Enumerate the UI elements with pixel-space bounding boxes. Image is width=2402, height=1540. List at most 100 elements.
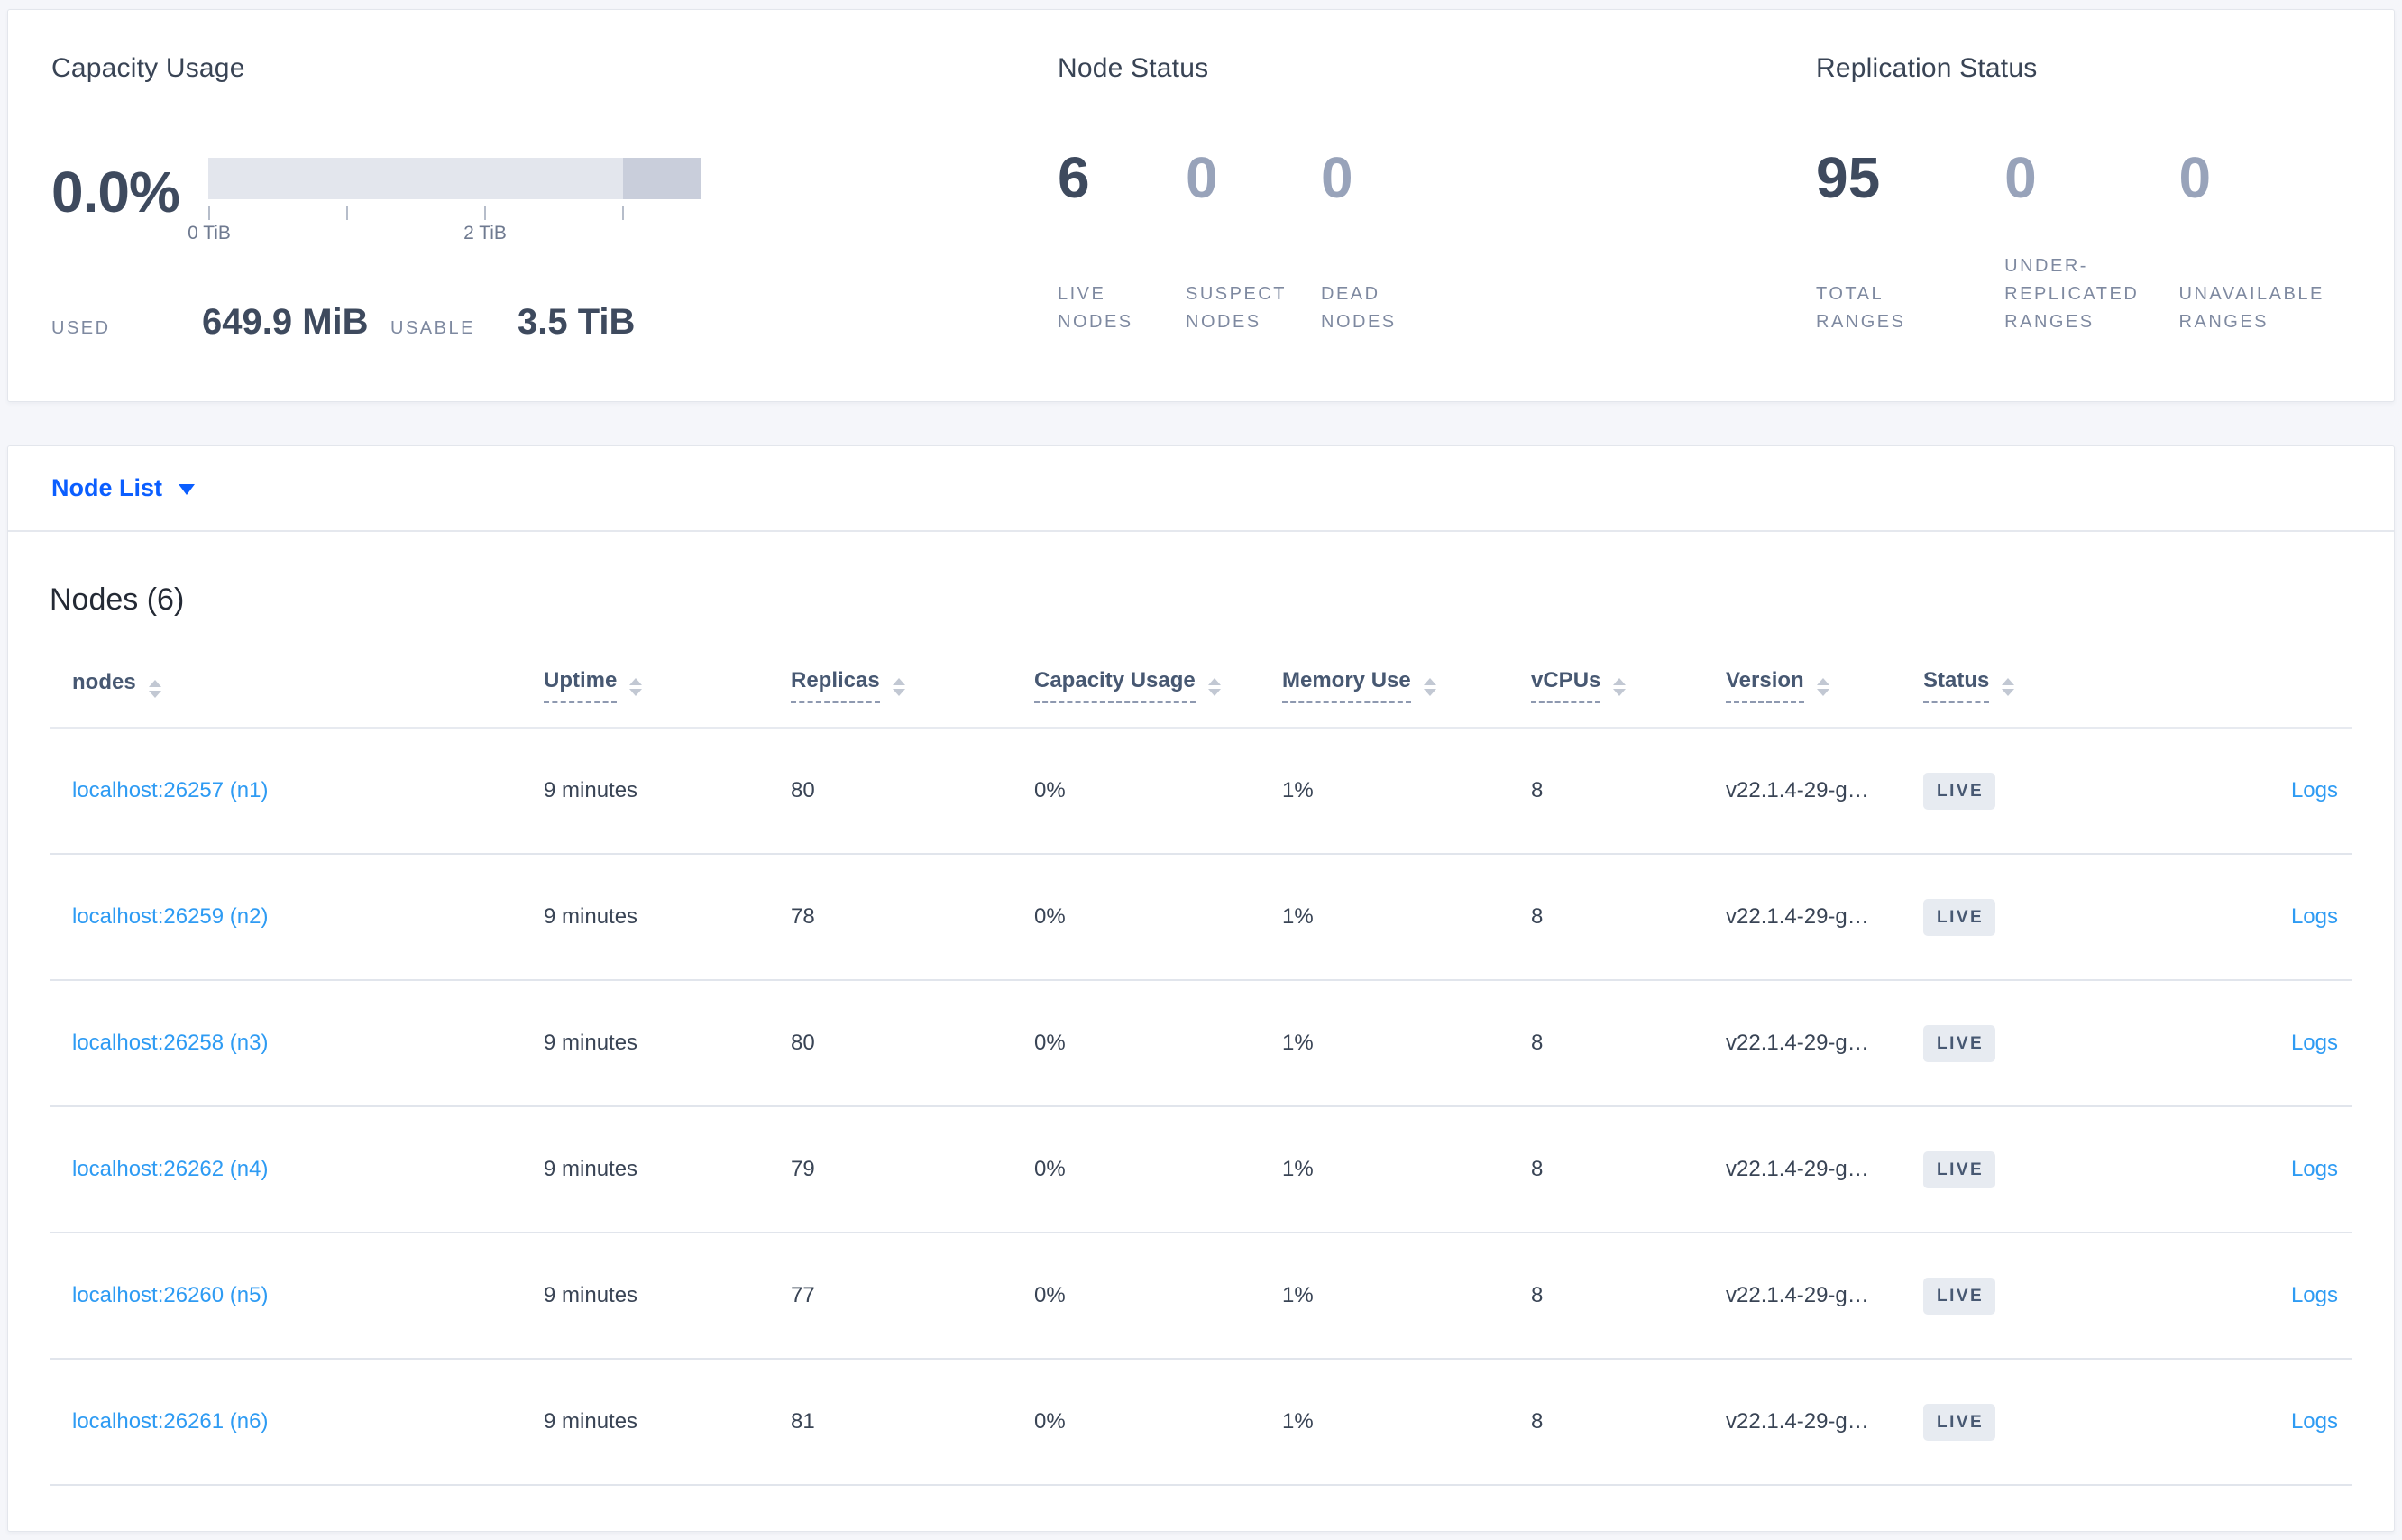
node-list-dropdown[interactable]: Node List (51, 474, 196, 502)
column-header-replicas[interactable]: Replicas (791, 654, 1034, 729)
live-nodes-value: 6 (1058, 145, 1090, 210)
sort-icon (629, 678, 643, 696)
suspect-nodes-stat: 0 SUSPECT NODES (1186, 149, 1321, 336)
table-row: localhost:26261 (n6) 9 minutes 81 0% 1% … (50, 1359, 2352, 1486)
suspect-nodes-label: SUSPECT NODES (1186, 284, 1287, 332)
capacity-usage-cell: 0% (1034, 1359, 1282, 1486)
vcpus-cell: 8 (1531, 854, 1726, 981)
uptime-cell: 9 minutes (544, 1233, 791, 1360)
capacity-usage-title: Capacity Usage (51, 53, 245, 83)
uptime-cell: 9 minutes (544, 1359, 791, 1486)
logs-link[interactable]: Logs (2290, 904, 2338, 929)
column-header-memory-use[interactable]: Memory Use (1282, 654, 1531, 729)
total-ranges-value: 95 (1816, 145, 1881, 210)
table-row: localhost:26260 (n5) 9 minutes 77 0% 1% … (50, 1233, 2352, 1360)
dead-nodes-label: DEAD NODES (1321, 284, 1397, 332)
table-row: localhost:26258 (n3) 9 minutes 80 0% 1% … (50, 980, 2352, 1107)
node-status-section: Node Status 6 LIVE NODES 0 SUSPECT NODES… (1058, 53, 1816, 378)
replication-status-section: Replication Status 95 TOTAL RANGES 0 UND… (1816, 53, 2348, 378)
column-header-nodes[interactable]: nodes (50, 654, 544, 729)
axis-label-2tib: 2 TiB (463, 223, 507, 243)
node-link[interactable]: localhost:26259 (n2) (72, 904, 269, 929)
logs-link[interactable]: Logs (2290, 1157, 2338, 1181)
node-list-dropdown-label: Node List (51, 474, 163, 501)
node-link[interactable]: localhost:26258 (n3) (72, 1031, 269, 1055)
node-link[interactable]: localhost:26260 (n5) (72, 1283, 269, 1307)
status-badge: LIVE (1923, 772, 1996, 810)
version-cell: v22.1.4-29-g… (1726, 1359, 1923, 1486)
capacity-usage-bar-chart: 0 TiB 2 TiB (188, 158, 701, 244)
capacity-usage-cell: 0% (1034, 728, 1282, 855)
vcpus-cell: 8 (1531, 1233, 1726, 1360)
replicas-cell: 80 (791, 980, 1034, 1107)
live-nodes-stat: 6 LIVE NODES (1058, 149, 1186, 336)
uptime-cell: 9 minutes (544, 854, 791, 981)
replicas-cell: 81 (791, 1359, 1034, 1486)
nodes-section-title: Nodes (6) (50, 582, 185, 617)
logs-link[interactable]: Logs (2290, 1409, 2338, 1434)
cluster-summary-card: Capacity Usage 0.0% 0 TiB 2 TiB (7, 9, 2395, 402)
replicas-cell: 77 (791, 1233, 1034, 1360)
capacity-axis-ticks (208, 199, 701, 221)
memory-use-cell: 1% (1282, 980, 1531, 1107)
table-row: localhost:26257 (n1) 9 minutes 80 0% 1% … (50, 728, 2352, 855)
capacity-usage-cell: 0% (1034, 1106, 1282, 1233)
sort-icon (148, 679, 161, 698)
table-header-row: nodes Uptime Replicas Capacity Usage Mem… (50, 654, 2352, 729)
column-header-vcpus[interactable]: vCPUs (1531, 654, 1726, 729)
unavailable-ranges-stat: 0 UNAVAILABLE RANGES (2179, 149, 2348, 336)
sort-icon (892, 678, 905, 696)
under-replicated-ranges-value: 0 (2004, 145, 2037, 210)
sort-icon (1423, 678, 1436, 696)
table-row: localhost:26262 (n4) 9 minutes 79 0% 1% … (50, 1106, 2352, 1233)
used-value: 649.9 MiB (202, 302, 369, 342)
column-header-uptime[interactable]: Uptime (544, 654, 791, 729)
column-header-status[interactable]: Status (1923, 654, 2176, 729)
sort-icon (1207, 678, 1221, 696)
nodes-table: nodes Uptime Replicas Capacity Usage Mem… (50, 654, 2352, 1486)
sort-icon (2002, 678, 2015, 696)
axis-label-0tib: 0 TiB (188, 223, 231, 243)
dead-nodes-stat: 0 DEAD NODES (1321, 149, 1434, 336)
total-ranges-label: TOTAL RANGES (1816, 284, 1906, 332)
under-replicated-ranges-label: UNDER-REPLICATED RANGES (2004, 256, 2140, 332)
memory-use-cell: 1% (1282, 1106, 1531, 1233)
column-header-version[interactable]: Version (1726, 654, 1923, 729)
version-cell: v22.1.4-29-g… (1726, 1233, 1923, 1360)
capacity-usage-section: Capacity Usage 0.0% 0 TiB 2 TiB (51, 53, 1058, 378)
node-status-title: Node Status (1058, 53, 1209, 83)
node-link[interactable]: localhost:26257 (n1) (72, 778, 269, 802)
version-cell: v22.1.4-29-g… (1726, 980, 1923, 1107)
unavailable-ranges-label: UNAVAILABLE RANGES (2178, 284, 2324, 332)
vcpus-cell: 8 (1531, 1106, 1726, 1233)
suspect-nodes-value: 0 (1186, 145, 1218, 210)
total-ranges-stat: 95 TOTAL RANGES (1816, 149, 2004, 336)
node-link[interactable]: localhost:26261 (n6) (72, 1409, 269, 1434)
capacity-usage-cell: 0% (1034, 1233, 1282, 1360)
unavailable-ranges-value: 0 (2178, 145, 2212, 210)
node-list-card: Node List Nodes (6) nodes Uptime (7, 445, 2395, 1532)
vcpus-cell: 8 (1531, 980, 1726, 1107)
replicas-cell: 78 (791, 854, 1034, 981)
replicas-cell: 79 (791, 1106, 1034, 1233)
vcpus-cell: 8 (1531, 1359, 1726, 1486)
memory-use-cell: 1% (1282, 728, 1531, 855)
logs-link[interactable]: Logs (2290, 778, 2338, 802)
sort-icon (1816, 678, 1829, 696)
version-cell: v22.1.4-29-g… (1726, 854, 1923, 981)
node-link[interactable]: localhost:26262 (n4) (72, 1157, 269, 1181)
view-selector-bar: Node List (8, 446, 2394, 532)
logs-link[interactable]: Logs (2290, 1283, 2338, 1307)
capacity-bar-usable-segment (208, 158, 623, 199)
usable-label: USABLE (390, 318, 475, 338)
sort-icon (1613, 678, 1627, 696)
version-cell: v22.1.4-29-g… (1726, 728, 1923, 855)
replicas-cell: 80 (791, 728, 1034, 855)
column-header-logs (2176, 654, 2352, 729)
column-header-capacity-usage[interactable]: Capacity Usage (1034, 654, 1282, 729)
status-badge: LIVE (1923, 1024, 1996, 1062)
logs-link[interactable]: Logs (2290, 1031, 2338, 1055)
capacity-percent-value: 0.0% (51, 160, 180, 225)
dead-nodes-value: 0 (1321, 145, 1353, 210)
under-replicated-ranges-stat: 0 UNDER-REPLICATED RANGES (2004, 149, 2178, 336)
